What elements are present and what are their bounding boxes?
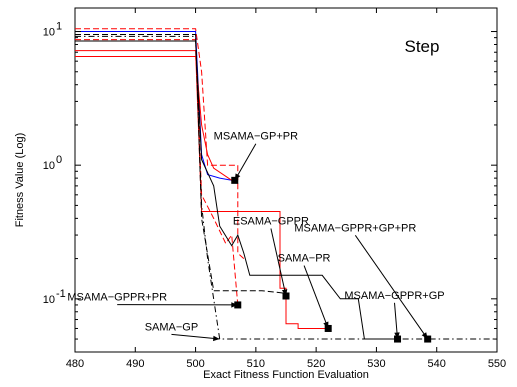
x-tick-label: 480 (66, 358, 84, 370)
annotation-label: MSAMA−GPPR+GP+PR (294, 222, 416, 234)
series-line (75, 35, 497, 340)
annotation-label: SAMA−PR (278, 253, 331, 265)
annotation-arrow (354, 235, 429, 340)
y-tick-exponent: 0 (56, 154, 62, 166)
annotation-arrowhead (394, 332, 400, 339)
annotation-label: MSAMA−GPPR+GP (344, 290, 444, 302)
annotation-label: ESAMA−GPPR (233, 215, 309, 227)
series-line (75, 28, 245, 259)
x-tick-label: 550 (488, 358, 506, 370)
annotation-arrow (270, 228, 287, 297)
annotation-arrow (303, 265, 329, 329)
annotation-label: MSAMA−GP+PR (214, 131, 298, 143)
series-group (75, 28, 497, 340)
y-axis-title: Fitness Value (Log) (14, 133, 26, 228)
series-line (75, 56, 232, 181)
annotation-label: MSAMA−GPPR+PR (67, 292, 167, 304)
annotation-arrow (171, 333, 220, 340)
annotation-arrowhead (234, 173, 241, 181)
series-line (75, 31, 232, 181)
annotation-arrowhead (421, 332, 428, 339)
annotation-arrowhead (323, 321, 329, 329)
annotation-arrowhead (281, 289, 288, 296)
annotation-arrow (234, 143, 257, 181)
x-tick-label: 510 (247, 358, 265, 370)
series-line (75, 40, 395, 340)
x-tick-label: 540 (428, 358, 446, 370)
panel-label: Step (405, 37, 440, 56)
x-tick-label: 500 (186, 358, 204, 370)
x-tick-label: 530 (367, 358, 385, 370)
annotation-arrowhead (213, 335, 220, 342)
x-tick-label: 520 (307, 358, 325, 370)
series-line (75, 34, 287, 294)
x-axis-title: Exact Fitness Function Evaluation (203, 369, 369, 381)
y-tick-label: 10 (43, 160, 55, 172)
annotation-arrowhead (231, 302, 238, 308)
y-tick-exponent: 1 (56, 21, 62, 33)
annotation-label: SAMA−GP (145, 321, 199, 333)
y-tick-exponent: -1 (56, 288, 66, 300)
x-tick-label: 490 (126, 358, 144, 370)
y-tick-label: 10 (43, 27, 55, 39)
y-tick-label: 10 (43, 294, 55, 306)
